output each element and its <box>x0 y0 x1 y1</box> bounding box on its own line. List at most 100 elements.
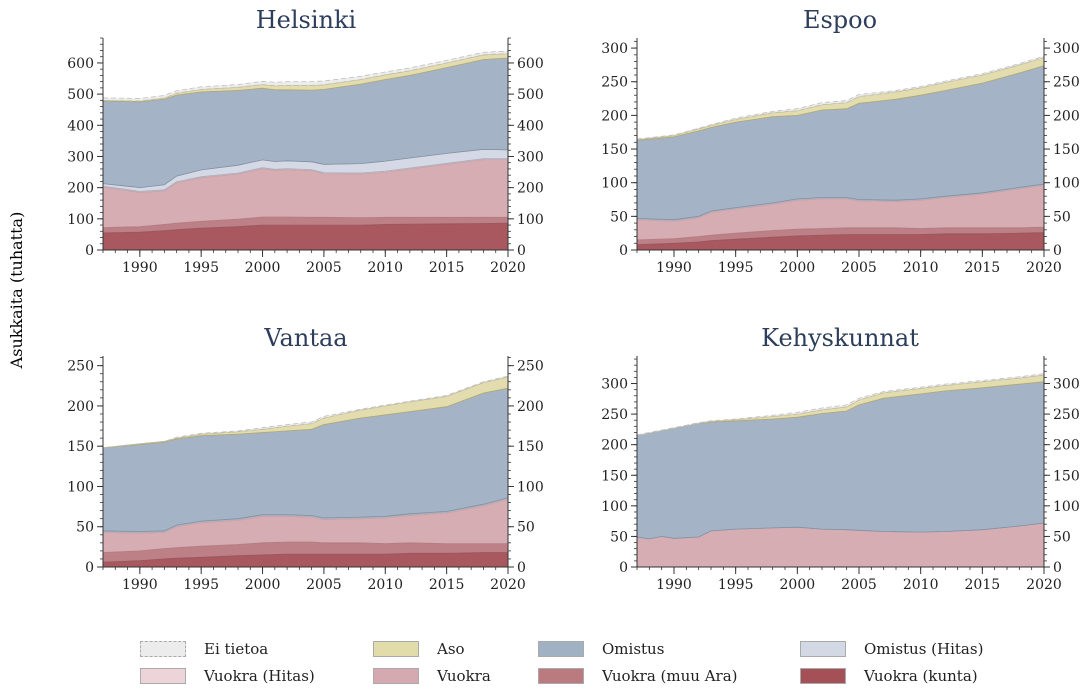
x-tick-label: 2005 <box>306 577 342 593</box>
x-tick-label: 1995 <box>183 577 219 593</box>
y-tick-label-left: 0 <box>85 560 94 576</box>
y-tick-label-left: 250 <box>601 75 628 91</box>
y-tick-label-left: 100 <box>67 479 94 495</box>
area-omistus <box>636 381 1045 540</box>
y-tick-label-left: 200 <box>67 181 94 197</box>
x-tick-label: 2020 <box>490 577 526 593</box>
y-tick-label-right: 0 <box>1053 243 1062 259</box>
y-tick-label-right: 0 <box>1053 560 1062 576</box>
x-tick-label: 2000 <box>245 260 281 276</box>
y-tick-label-right: 500 <box>517 87 544 103</box>
x-tick-label: 2010 <box>367 260 403 276</box>
panel-title: Kehyskunnat <box>761 324 919 352</box>
y-tick-label-right: 200 <box>1053 108 1080 124</box>
y-tick-label-right: 50 <box>1053 209 1071 225</box>
y-tick-label-right: 400 <box>517 118 544 134</box>
y-tick-label-right: 250 <box>517 359 544 375</box>
x-tick-label: 2020 <box>1026 577 1062 593</box>
legend-swatch-vuokra-kunta <box>800 668 846 684</box>
y-tick-label-right: 200 <box>1053 438 1080 454</box>
legend-label: Ei tietoa <box>204 640 269 658</box>
panel-helsinki: Helsinki 0 0 100 100 200 200 300 300 400 400 500 500… <box>67 6 543 276</box>
y-tick-label-right: 250 <box>1053 75 1080 91</box>
legend-item-vuokra-kunta: Vuokra (kunta) <box>800 665 978 687</box>
x-tick-label: 2015 <box>429 577 465 593</box>
x-tick-label: 2005 <box>841 260 877 276</box>
legend-swatch-ei-tietoa <box>140 641 186 657</box>
panel-kehyskunnat: Kehyskunnat 0 0 50 50 100 100 150 150 200 200 250 25… <box>601 324 1079 593</box>
legend-item-omistus-hitas: Omistus (Hitas) <box>800 638 983 660</box>
legend-label: Vuokra (kunta) <box>864 667 978 685</box>
legend-swatch-vuokra-hitas <box>140 668 186 684</box>
x-tick-label: 1990 <box>122 260 158 276</box>
legend-item-vuokra-hitas: Vuokra (Hitas) <box>140 665 315 687</box>
x-tick-label: 1990 <box>656 260 692 276</box>
y-tick-label-right: 50 <box>517 520 535 536</box>
y-tick-label-right: 50 <box>1053 529 1071 545</box>
y-axis-label: Asukkaita (tuhatta) <box>7 212 26 370</box>
legend-swatch-vuokra <box>373 668 419 684</box>
y-tick-label-right: 250 <box>1053 407 1080 423</box>
y-tick-label-left: 250 <box>67 359 94 375</box>
y-tick-label-right: 600 <box>517 56 544 72</box>
panel-title: Vantaa <box>263 324 347 352</box>
y-tick-label-left: 50 <box>76 520 94 536</box>
y-tick-label-left: 300 <box>67 149 94 165</box>
legend-item-ei-tietoa: Ei tietoa <box>140 638 268 660</box>
legend-item-vuokra: Vuokra <box>373 665 491 687</box>
legend-label: Aso <box>437 640 465 658</box>
x-tick-label: 1995 <box>718 577 754 593</box>
y-tick-label-right: 150 <box>1053 142 1080 158</box>
y-tick-label-right: 200 <box>517 181 544 197</box>
x-tick-label: 2005 <box>841 577 877 593</box>
legend-swatch-omistus <box>538 641 584 657</box>
y-tick-label-left: 150 <box>601 468 628 484</box>
legend-swatch-omistus-hitas <box>800 641 846 657</box>
y-tick-label-left: 250 <box>601 407 628 423</box>
legend-item-aso: Aso <box>373 638 465 660</box>
y-tick-label-right: 300 <box>517 149 544 165</box>
x-tick-label: 1995 <box>183 260 219 276</box>
y-tick-label-left: 150 <box>601 142 628 158</box>
area-ei-tietoa <box>636 373 1045 436</box>
x-tick-label: 2015 <box>965 260 1001 276</box>
x-tick-label: 2000 <box>780 260 816 276</box>
y-tick-label-right: 100 <box>517 212 544 228</box>
panel-title: Helsinki <box>256 6 357 34</box>
x-tick-label: 1990 <box>656 577 692 593</box>
y-tick-label-left: 100 <box>601 499 628 515</box>
y-tick-label-left: 0 <box>85 243 94 259</box>
panel-espoo: Espoo 0 0 50 50 100 100 150 150 200 200 250 250 300 30… <box>601 6 1079 276</box>
y-tick-label-right: 150 <box>1053 468 1080 484</box>
y-tick-label-left: 200 <box>601 108 628 124</box>
y-tick-label-left: 400 <box>67 118 94 134</box>
y-tick-label-left: 50 <box>610 209 628 225</box>
legend-label: Omistus (Hitas) <box>864 640 984 658</box>
y-tick-label-left: 600 <box>67 56 94 72</box>
y-tick-label-left: 500 <box>67 87 94 103</box>
y-tick-label-right: 150 <box>517 439 544 455</box>
legend-swatch-aso <box>373 641 419 657</box>
y-tick-label-left: 100 <box>601 176 628 192</box>
y-tick-label-left: 0 <box>619 560 628 576</box>
y-tick-label-right: 0 <box>517 560 526 576</box>
y-tick-label-right: 300 <box>1053 41 1080 57</box>
y-tick-label-left: 150 <box>67 439 94 455</box>
area-omistus <box>102 387 509 533</box>
x-tick-label: 1990 <box>122 577 158 593</box>
x-tick-label: 2000 <box>245 577 281 593</box>
x-tick-label: 2015 <box>429 260 465 276</box>
y-tick-label-right: 200 <box>517 399 544 415</box>
x-tick-label: 2010 <box>903 577 939 593</box>
legend-label: Vuokra <box>437 667 491 685</box>
y-tick-label-left: 200 <box>67 399 94 415</box>
panel-title: Espoo <box>803 6 877 34</box>
x-tick-label: 2020 <box>1026 260 1062 276</box>
legend-item-vuokra-muu-ara: Vuokra (muu Ara) <box>538 665 738 687</box>
y-tick-label-left: 100 <box>67 212 94 228</box>
y-tick-label-left: 0 <box>619 243 628 259</box>
x-tick-label: 2020 <box>490 260 526 276</box>
x-tick-label: 2010 <box>367 577 403 593</box>
y-tick-label-left: 200 <box>601 438 628 454</box>
